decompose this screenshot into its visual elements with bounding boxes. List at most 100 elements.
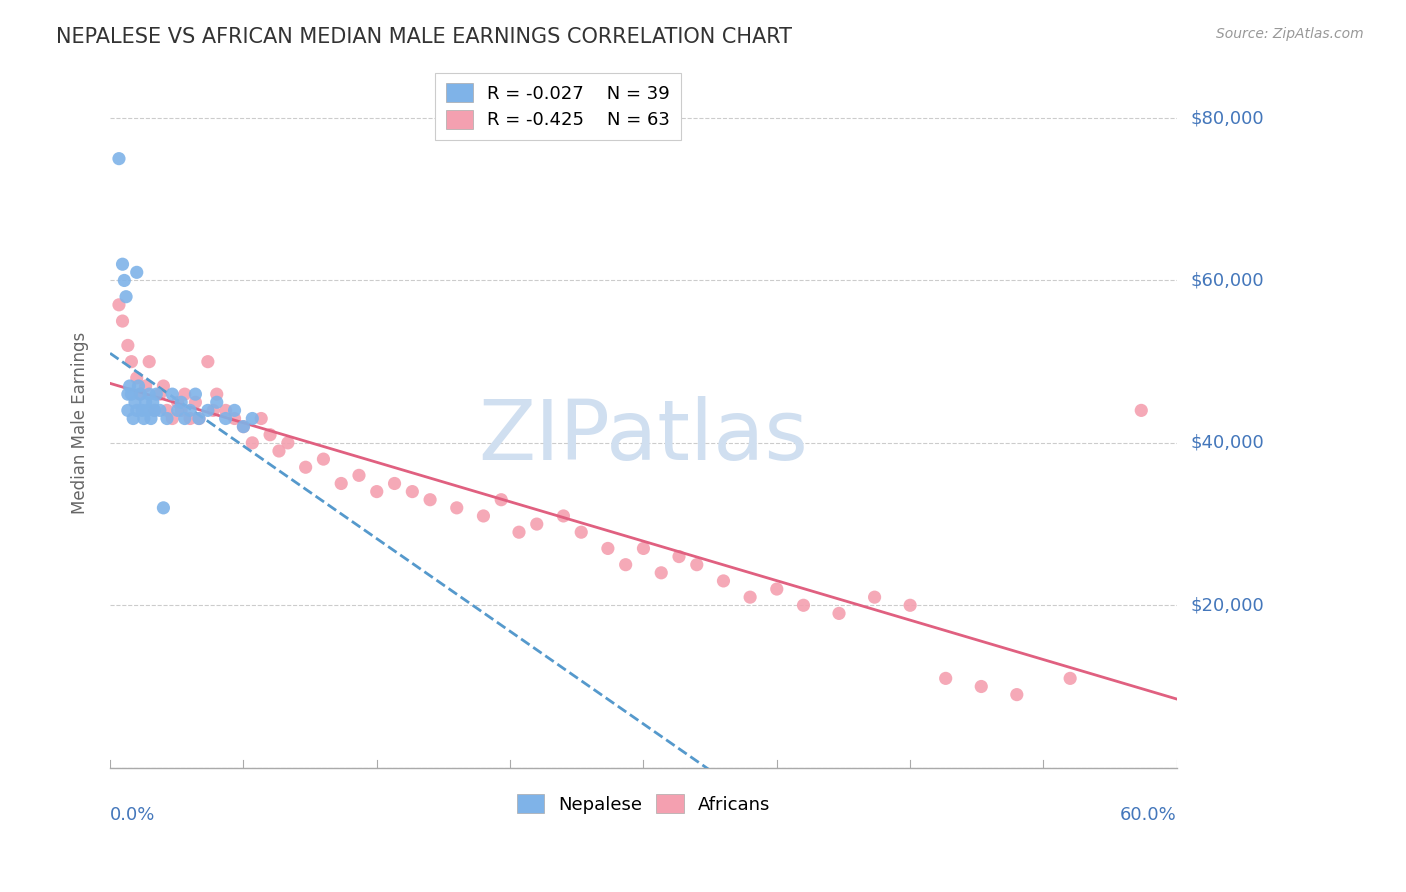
Point [112, 273, 135, 287]
Text: $20,000: $20,000 [1191, 596, 1264, 615]
Point [188, 411, 211, 425]
Legend: Nepalese, Africans: Nepalese, Africans [509, 787, 778, 821]
Point [224, 411, 246, 425]
Point [122, 411, 145, 425]
Point [135, 379, 157, 393]
Point [232, 419, 254, 434]
Point [277, 435, 299, 450]
Point [118, 379, 141, 393]
Text: $40,000: $40,000 [1191, 434, 1264, 452]
Text: 0.0%: 0.0% [110, 805, 156, 823]
Point [202, 403, 225, 417]
Y-axis label: Median Male Earnings: Median Male Earnings [72, 332, 89, 514]
Point [152, 500, 174, 515]
Point [250, 411, 273, 425]
Point [330, 476, 353, 491]
Point [143, 403, 166, 417]
Point [214, 411, 236, 425]
Point [166, 403, 188, 417]
Point [596, 541, 619, 556]
Point [232, 419, 254, 434]
Point [142, 395, 165, 409]
Point [419, 492, 441, 507]
Point [569, 525, 592, 540]
Point [668, 549, 690, 564]
Point [898, 599, 921, 613]
Point [401, 484, 423, 499]
Point [214, 403, 236, 417]
Point [267, 444, 290, 458]
Point [197, 403, 219, 417]
Point [139, 411, 162, 425]
Point [108, 152, 131, 166]
Text: NEPALESE VS AFRICAN MEDIAN MALE EARNINGS CORRELATION CHART: NEPALESE VS AFRICAN MEDIAN MALE EARNINGS… [56, 27, 792, 46]
Point [149, 403, 172, 417]
Point [117, 338, 139, 352]
Point [117, 387, 139, 401]
Point [166, 395, 188, 409]
Point [162, 387, 184, 401]
Point [347, 468, 370, 483]
Point [128, 379, 150, 393]
Point [179, 403, 201, 417]
Point [863, 590, 886, 604]
Point [131, 403, 153, 417]
Point [173, 411, 195, 425]
Point [124, 395, 146, 409]
Point [384, 476, 406, 491]
Point [935, 672, 957, 686]
Point [765, 582, 787, 596]
Point [125, 265, 148, 279]
Point [197, 354, 219, 368]
Point [1059, 672, 1081, 686]
Point [650, 566, 672, 580]
Point [145, 387, 167, 401]
Point [108, 298, 131, 312]
Point [135, 395, 157, 409]
Point [120, 387, 142, 401]
Point [259, 427, 281, 442]
Point [240, 411, 263, 425]
Point [138, 354, 160, 368]
Point [173, 387, 195, 401]
Point [614, 558, 637, 572]
Point [162, 411, 184, 425]
Point [686, 558, 709, 572]
Point [170, 395, 193, 409]
Point [111, 257, 134, 271]
Text: $60,000: $60,000 [1191, 271, 1264, 290]
Point [1005, 688, 1028, 702]
Point [152, 379, 174, 393]
Point [156, 403, 179, 417]
Point [115, 290, 138, 304]
Point [184, 395, 207, 409]
Point [740, 590, 762, 604]
Point [184, 387, 207, 401]
Point [129, 387, 152, 401]
Point [143, 403, 166, 417]
Point [446, 500, 468, 515]
Point [156, 411, 179, 425]
Point [970, 680, 993, 694]
Point [489, 492, 512, 507]
Point [205, 387, 228, 401]
Text: Source: ZipAtlas.com: Source: ZipAtlas.com [1216, 27, 1364, 41]
Point [170, 403, 193, 417]
Point [828, 607, 851, 621]
Point [294, 460, 316, 475]
Point [792, 599, 814, 613]
Point [120, 354, 142, 368]
Point [553, 508, 575, 523]
Point [125, 403, 148, 417]
Point [125, 371, 148, 385]
Point [312, 452, 335, 467]
Text: 60.0%: 60.0% [1121, 805, 1177, 823]
Point [132, 411, 155, 425]
Point [366, 484, 388, 499]
Point [205, 395, 228, 409]
Point [136, 403, 159, 417]
Point [224, 403, 246, 417]
Point [633, 541, 655, 556]
Text: $80,000: $80,000 [1191, 109, 1264, 127]
Point [129, 387, 152, 401]
